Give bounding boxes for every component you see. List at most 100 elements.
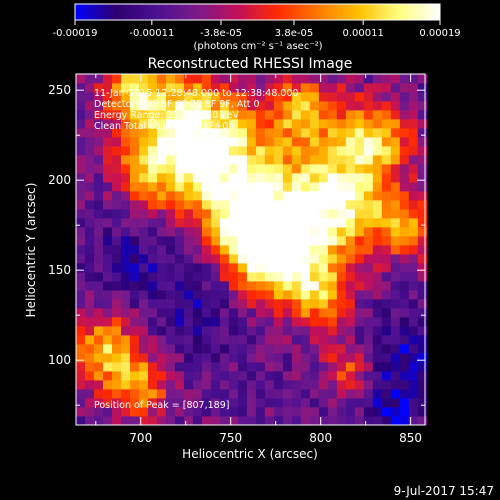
heatmap-cell — [318, 182, 329, 192]
heatmap-cell — [381, 281, 392, 291]
heatmap-cell — [192, 335, 203, 345]
heatmap-cell — [93, 209, 104, 219]
heatmap-cell — [147, 389, 158, 399]
heatmap-cell — [156, 236, 167, 246]
heatmap-cell — [255, 344, 266, 354]
heatmap-cell — [183, 389, 194, 399]
heatmap-cell — [246, 344, 257, 354]
heatmap-cell — [408, 299, 419, 309]
heatmap-cell — [372, 101, 383, 111]
heatmap-cell — [219, 416, 230, 426]
heatmap-cell — [318, 290, 329, 300]
heatmap-cell — [120, 92, 131, 102]
heatmap-cell — [147, 281, 158, 291]
heatmap-cell — [174, 218, 185, 228]
heatmap-cell — [111, 371, 122, 381]
heatmap-cell — [255, 74, 266, 84]
heatmap-cell — [219, 155, 230, 165]
heatmap-cell — [345, 362, 356, 372]
heatmap-cell — [237, 308, 248, 318]
heatmap-cell — [291, 245, 302, 255]
heatmap-cell — [174, 344, 185, 354]
heatmap-cell — [147, 173, 158, 183]
heatmap-cell — [129, 164, 140, 174]
heatmap-cell — [417, 245, 428, 255]
heatmap-cell — [327, 200, 338, 210]
heatmap-cell — [183, 380, 194, 390]
heatmap-cell — [138, 173, 149, 183]
heatmap-cell — [201, 191, 212, 201]
heatmap-cell — [237, 353, 248, 363]
heatmap-cell — [192, 200, 203, 210]
heatmap-cell — [84, 74, 95, 84]
heatmap-cell — [76, 308, 86, 318]
heatmap-cell — [111, 407, 122, 417]
heatmap-cell — [273, 101, 284, 111]
heatmap-cell — [210, 398, 221, 408]
heatmap-cell — [300, 416, 311, 426]
heatmap-cell — [84, 416, 95, 426]
heatmap-cell — [76, 83, 86, 93]
heatmap-cell — [273, 380, 284, 390]
heatmap-cell — [165, 371, 176, 381]
heatmap-cell — [76, 173, 86, 183]
heatmap-cell — [183, 218, 194, 228]
heatmap-cell — [282, 290, 293, 300]
heatmap-cell — [93, 101, 104, 111]
heatmap-cell — [309, 218, 320, 228]
heatmap-cell — [372, 146, 383, 156]
heatmap-cell — [76, 389, 86, 399]
heatmap-cell — [228, 173, 239, 183]
heatmap-cell — [327, 155, 338, 165]
heatmap-cell — [291, 371, 302, 381]
heatmap-cell — [300, 119, 311, 129]
heatmap-cell — [102, 101, 113, 111]
heatmap-cell — [345, 272, 356, 282]
heatmap-cell — [273, 128, 284, 138]
heatmap-cell — [210, 407, 221, 417]
heatmap-cell — [417, 83, 428, 93]
heatmap-cell — [111, 137, 122, 147]
heatmap-cell — [381, 344, 392, 354]
heatmap-cell — [246, 137, 257, 147]
heatmap-cell — [246, 272, 257, 282]
heatmap-cell — [129, 254, 140, 264]
heatmap-cell — [255, 209, 266, 219]
heatmap-cell — [93, 380, 104, 390]
heatmap-cell — [219, 281, 230, 291]
heatmap-cell — [300, 182, 311, 192]
heatmap-cell — [309, 344, 320, 354]
heatmap-cell — [219, 119, 230, 129]
heatmap-cell — [246, 74, 257, 84]
heatmap-cell — [102, 119, 113, 129]
heatmap-cell — [120, 110, 131, 120]
heatmap-cell — [354, 227, 365, 237]
heatmap-cell — [138, 254, 149, 264]
heatmap-cell — [255, 380, 266, 390]
heatmap-cell — [102, 245, 113, 255]
heatmap-cell — [327, 326, 338, 336]
heatmap-cell — [417, 191, 428, 201]
heatmap-cell — [264, 227, 275, 237]
heatmap-cell — [318, 416, 329, 426]
heatmap-cell — [111, 416, 122, 426]
heatmap-cell — [237, 281, 248, 291]
heatmap-cell — [210, 317, 221, 327]
heatmap-cell — [228, 182, 239, 192]
heatmap-cell — [165, 236, 176, 246]
heatmap-cell — [147, 92, 158, 102]
heatmap-cell — [174, 74, 185, 84]
heatmap-cell — [372, 416, 383, 426]
heatmap-cell — [201, 281, 212, 291]
heatmap-cell — [201, 119, 212, 129]
heatmap-cell — [219, 83, 230, 93]
heatmap-cell — [381, 407, 392, 417]
heatmap-cell — [93, 308, 104, 318]
heatmap-cell — [147, 218, 158, 228]
heatmap-cell — [210, 155, 221, 165]
heatmap-cell — [210, 110, 221, 120]
heatmap-cell — [129, 344, 140, 354]
heatmap-cell — [156, 74, 167, 84]
heatmap-cell — [111, 398, 122, 408]
heatmap-cell — [273, 407, 284, 417]
